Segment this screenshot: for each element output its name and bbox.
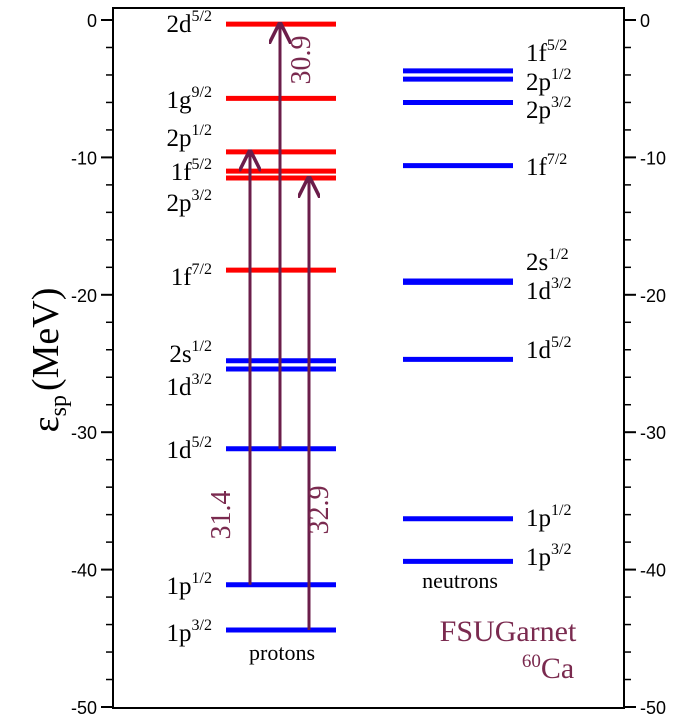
level-j: 5/2: [192, 434, 212, 451]
nucleus-mass: 60: [522, 651, 541, 672]
y-tick-label-left: -10: [71, 148, 97, 168]
level-j: 1/2: [551, 66, 571, 83]
level-j: 1/2: [548, 246, 568, 263]
y-tick-label-right: -20: [640, 286, 666, 306]
nucleus-label: 60Ca: [522, 651, 574, 685]
transition-arrows: 31.4 30.9 32.9: [206, 24, 335, 631]
level-label-neutrons: 1f7/2: [526, 151, 567, 181]
level-label-neutrons: 1d3/2: [526, 275, 571, 305]
level-j: 3/2: [192, 371, 212, 388]
level-j: 7/2: [192, 261, 212, 278]
level-orbital: 2p: [167, 125, 192, 152]
y-axis-ticks: 0 0 -10 -10 -20 -20 -30 -30 -40 -40 -50 -50: [71, 11, 666, 717]
level-label-protons: 1p1/2: [167, 570, 212, 600]
level-label-neutrons: 1d5/2: [526, 334, 571, 364]
transition-label: 31.4: [206, 491, 237, 540]
level-orbital: 1d: [167, 437, 193, 464]
group-label-neutrons: neutrons: [422, 568, 498, 593]
level-orbital: 2p: [526, 97, 551, 124]
level-label-protons: 2s1/2: [169, 338, 212, 368]
energy-levels: 2d5/21g9/22p1/21f5/22p3/21f7/22s1/21d3/2…: [167, 8, 572, 647]
level-orbital: 2s: [169, 341, 191, 368]
y-tick-label-left: -30: [71, 423, 97, 443]
level-j: 5/2: [551, 334, 571, 351]
level-j: 3/2: [551, 275, 571, 292]
level-label-protons: 2p1/2: [167, 122, 212, 152]
level-j: 1/2: [551, 502, 571, 519]
level-orbital: 1p: [167, 620, 192, 647]
level-j: 3/2: [551, 94, 571, 111]
level-orbital: 2p: [167, 190, 192, 217]
y-axis-symbol: ε: [25, 416, 67, 432]
level-label-protons: 1f5/2: [171, 156, 212, 186]
level-j: 3/2: [192, 617, 212, 634]
level-orbital: 1g: [167, 87, 193, 114]
level-label-neutrons: 2p3/2: [526, 94, 571, 124]
transition-label: 32.9: [304, 486, 335, 535]
level-orbital: 1d: [526, 337, 552, 364]
y-axis-subscript: sp: [46, 395, 72, 416]
level-orbital: 2s: [526, 249, 548, 276]
level-label-neutrons: 1p3/2: [526, 541, 571, 571]
level-orbital: 2p: [526, 69, 551, 96]
y-tick-label-right: -40: [640, 561, 666, 581]
y-tick-label-right: 0: [640, 11, 650, 31]
level-j: 9/2: [192, 84, 212, 101]
level-j: 3/2: [192, 187, 212, 204]
level-j: 1/2: [192, 122, 212, 139]
level-label-protons: 1g9/2: [167, 84, 212, 114]
level-j: 5/2: [192, 156, 212, 173]
y-tick-label-right: -50: [640, 698, 666, 717]
model-label: FSUGarnet: [440, 615, 577, 648]
y-tick-label-left: -40: [71, 561, 97, 581]
level-label-protons: 1p3/2: [167, 617, 212, 647]
transition-label: 30.9: [286, 36, 317, 85]
level-label-neutrons: 2p1/2: [526, 66, 571, 96]
level-orbital: 1f: [526, 154, 548, 181]
level-j: 5/2: [192, 8, 212, 25]
y-tick-label-left: 0: [87, 11, 97, 31]
y-tick-label-left: -50: [71, 698, 97, 717]
group-label-protons: protons: [249, 640, 315, 665]
level-label-neutrons: 1p1/2: [526, 502, 571, 532]
level-orbital: 1p: [526, 505, 551, 532]
level-j: 5/2: [547, 37, 567, 54]
level-orbital: 1p: [167, 573, 192, 600]
level-j: 7/2: [547, 151, 567, 168]
level-label-neutrons: 1f5/2: [526, 37, 567, 67]
level-orbital: 1f: [171, 159, 193, 186]
level-orbital: 1d: [167, 374, 193, 401]
level-label-protons: 1d3/2: [167, 371, 212, 401]
level-orbital: 1f: [171, 264, 193, 291]
level-orbital: 1p: [526, 544, 551, 571]
y-tick-label-right: -10: [640, 148, 666, 168]
level-j: 1/2: [192, 338, 212, 355]
plot-frame: [112, 7, 625, 709]
level-j: 3/2: [551, 541, 571, 558]
level-label-protons: 2p3/2: [167, 187, 212, 217]
y-axis-label: εsp (MeV): [25, 288, 72, 433]
level-label-protons: 1f7/2: [171, 261, 212, 291]
level-orbital: 1d: [526, 278, 552, 305]
level-orbital: 2d: [167, 11, 193, 38]
level-orbital: 1f: [526, 40, 548, 67]
level-j: 1/2: [192, 570, 212, 587]
nucleus-element: Ca: [541, 652, 574, 685]
level-label-neutrons: 2s1/2: [526, 246, 569, 276]
y-tick-label-left: -20: [71, 286, 97, 306]
y-tick-label-right: -30: [640, 423, 666, 443]
level-label-protons: 1d5/2: [167, 434, 212, 464]
y-axis-unit: (MeV): [25, 288, 67, 391]
level-label-protons: 2d5/2: [167, 8, 212, 38]
